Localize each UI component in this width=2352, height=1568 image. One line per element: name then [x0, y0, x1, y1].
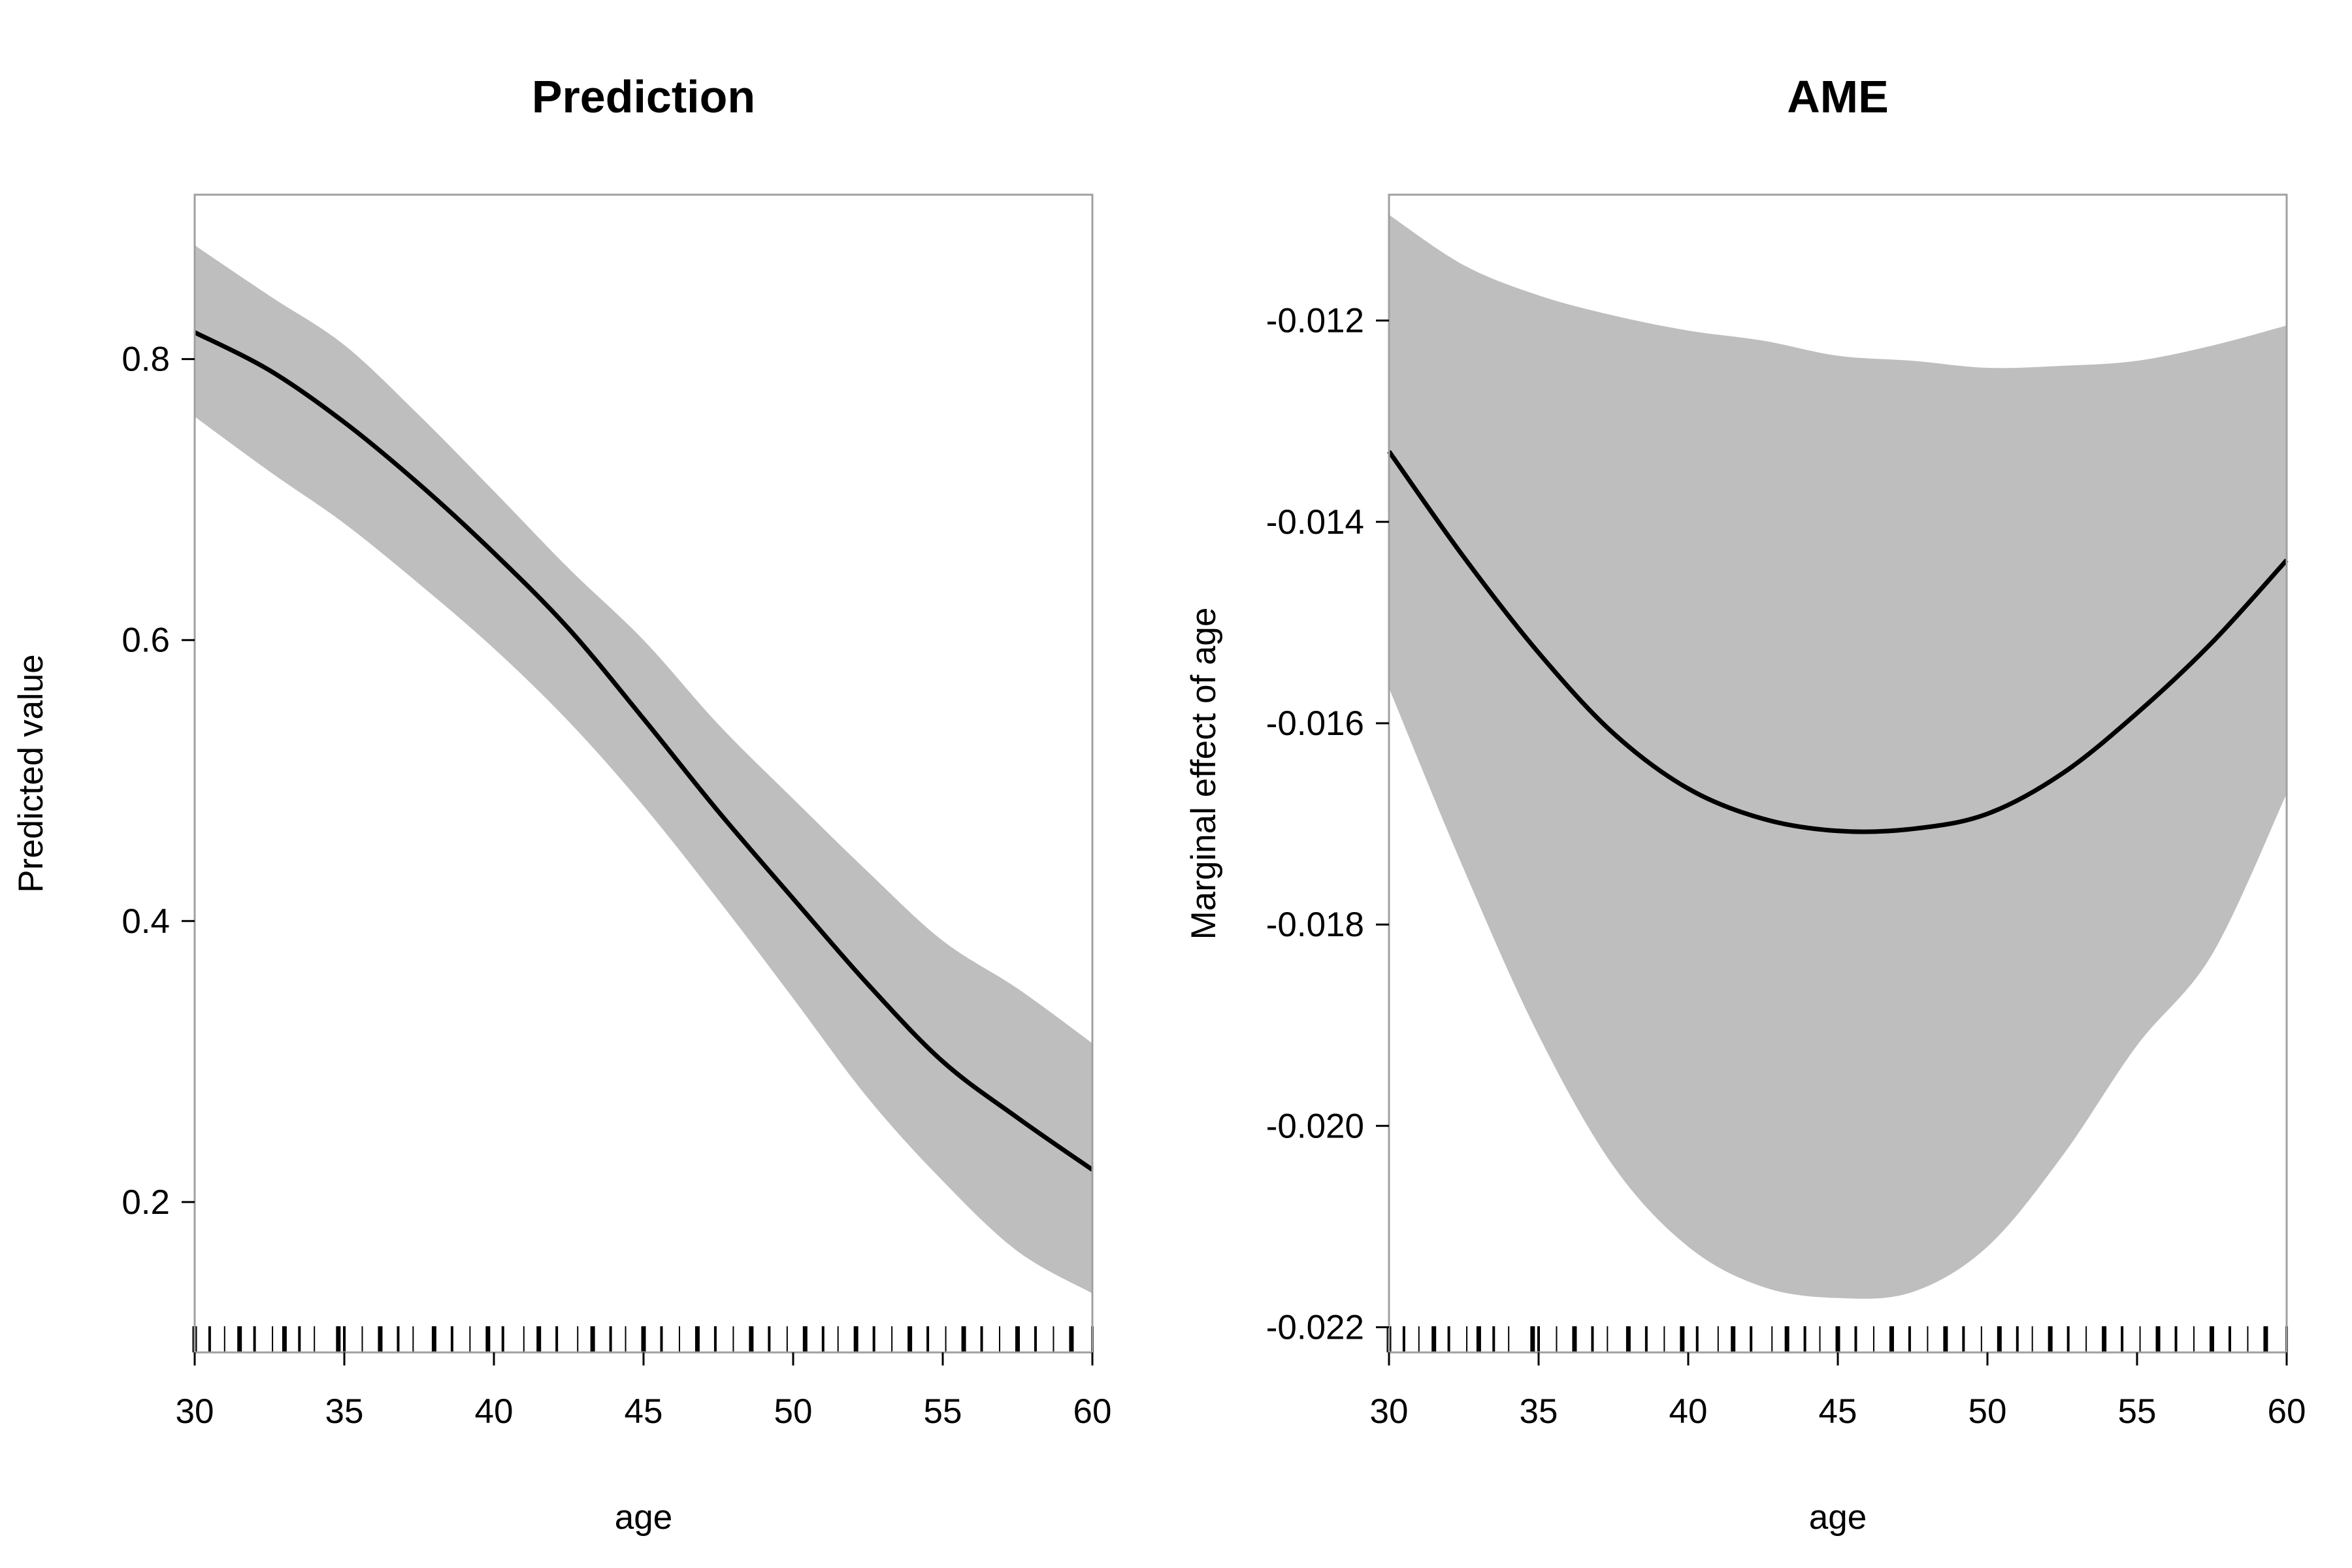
prediction-x-axis-label: age — [615, 1498, 672, 1537]
x-tick-label: 45 — [1819, 1392, 1857, 1431]
y-tick-label: 0.8 — [122, 340, 170, 379]
prediction-line — [193, 330, 1094, 1172]
x-tick-label: 55 — [924, 1392, 962, 1431]
x-tick-label: 35 — [1520, 1392, 1558, 1431]
x-tick-label: 30 — [1370, 1392, 1409, 1431]
x-tick-label: 40 — [1669, 1392, 1708, 1431]
x-tick-label: 35 — [325, 1392, 364, 1431]
ame-series-line — [1387, 449, 2289, 834]
prediction-y-axis-label: Predicted value — [12, 654, 50, 892]
y-tick-label: 0.2 — [122, 1183, 170, 1222]
y-tick-label: -0.012 — [1266, 302, 1364, 340]
y-tick-label: 0.6 — [122, 621, 170, 660]
x-tick-label: 55 — [2118, 1392, 2157, 1431]
x-tick-label: 50 — [774, 1392, 813, 1431]
x-tick-label: 45 — [625, 1392, 663, 1431]
prediction-x-axis: 30 35 40 45 50 55 60 — [176, 1352, 1112, 1431]
y-tick-label: -0.020 — [1266, 1107, 1364, 1145]
ame-panel: AME -0.012 -0.014 -0.016 -0.018 -0.020 -0.022… — [1184, 71, 2306, 1537]
x-tick-label: 60 — [1073, 1392, 1112, 1431]
y-tick-label: -0.016 — [1266, 704, 1364, 743]
prediction-title: Prediction — [532, 71, 755, 122]
y-tick-label: -0.018 — [1266, 906, 1364, 944]
ame-line — [1387, 449, 2289, 834]
x-tick-label: 30 — [176, 1392, 214, 1431]
x-tick-label: 60 — [2268, 1392, 2306, 1431]
y-tick-label: 0.4 — [122, 902, 170, 941]
ame-band-area — [1389, 214, 2287, 1299]
ame-y-axis: -0.012 -0.014 -0.016 -0.018 -0.020 -0.022 — [1266, 302, 1389, 1347]
ame-confidence-band — [1389, 214, 2287, 1299]
ame-y-axis-label: Marginal effect of age — [1184, 608, 1223, 940]
ame-title: AME — [1787, 71, 1889, 122]
prediction-series-line — [193, 330, 1094, 1172]
prediction-panel: Prediction 0.2 0.4 0.6 0.8 30 35 40 45 50 55 60 a… — [12, 71, 1111, 1537]
ame-rug — [1386, 1326, 2288, 1352]
prediction-band-area — [195, 245, 1092, 1294]
y-tick-label: -0.014 — [1266, 503, 1364, 542]
ame-x-axis-label: age — [1809, 1498, 1867, 1537]
x-tick-label: 50 — [1968, 1392, 2007, 1431]
x-tick-label: 40 — [475, 1392, 514, 1431]
y-tick-label: -0.022 — [1266, 1308, 1364, 1347]
prediction-y-axis: 0.2 0.4 0.6 0.8 — [122, 340, 195, 1222]
ame-x-axis: 30 35 40 45 50 55 60 — [1370, 1352, 2306, 1431]
prediction-confidence-band — [195, 245, 1092, 1294]
